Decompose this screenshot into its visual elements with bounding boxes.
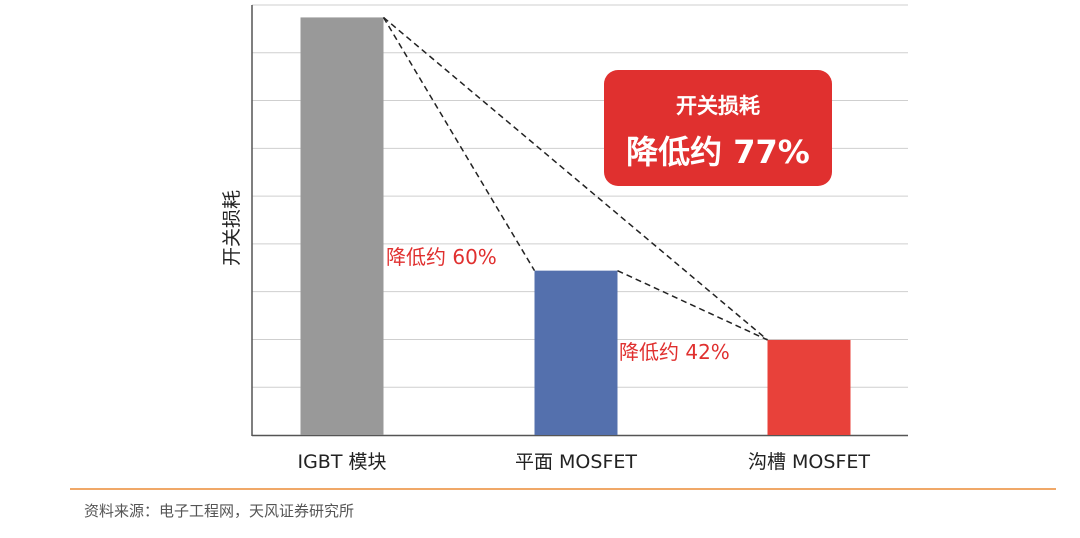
reduction-dashed-line [617, 269, 768, 341]
footer-divider [70, 488, 1056, 490]
callout-background [604, 70, 832, 186]
reduction-dashed-line [383, 16, 768, 341]
x-tick-label: 平面 MOSFET [515, 451, 637, 473]
annotation-60: 降低约 60% [386, 245, 497, 269]
x-tick-label: IGBT 模块 [297, 451, 386, 473]
bar [534, 270, 618, 435]
x-tick-label: 沟槽 MOSFET [748, 451, 870, 473]
bar [300, 17, 384, 436]
reduction-dashed-line [382, 17, 536, 272]
annotation-42: 降低约 42% [619, 340, 730, 364]
source-note: 资料来源：电子工程网，天风证券研究所 [84, 502, 355, 520]
bar [767, 339, 851, 435]
y-axis-label: 开关损耗 [221, 190, 243, 266]
callout-box: 开关损耗 降低约 77% [604, 70, 832, 186]
callout-line2: 降低约 77% [626, 133, 810, 171]
callout-line1: 开关损耗 [676, 94, 760, 118]
